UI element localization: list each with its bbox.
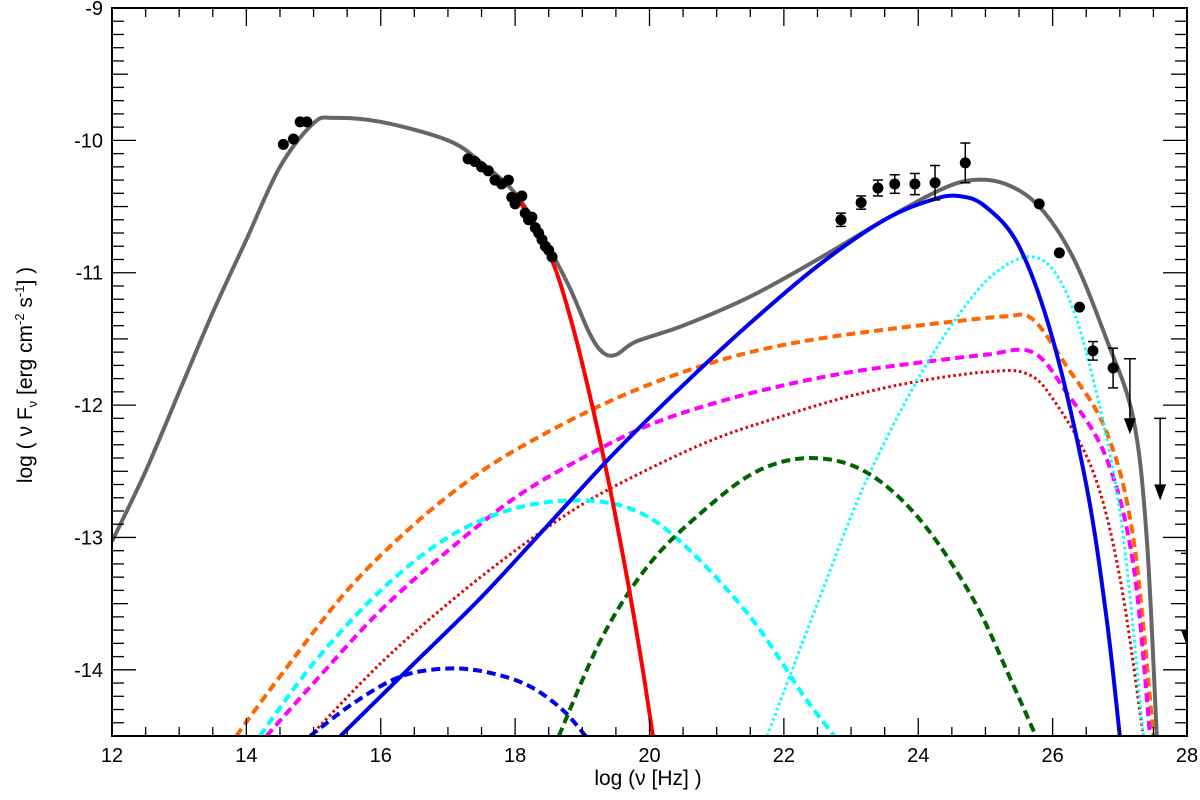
data-point [855,197,867,209]
data-point [835,214,847,226]
x-tick-label: 22 [773,745,795,767]
series-9-line [308,666,588,736]
data-point [277,138,289,150]
y-axis-title-suffix: ] ) [14,267,37,286]
data-point [516,190,528,202]
y-tick-label: -10 [74,130,103,152]
data-point [872,182,884,194]
data-point [526,211,538,223]
y-axis-title-prefix: log ( ν F [14,407,37,483]
upper-limit-arrow [1181,629,1187,646]
y-axis-title-sup-b: -1 [12,285,27,297]
upper-limit-arrow [1123,418,1136,435]
series-8-line [765,255,1145,736]
data-point [287,133,299,145]
data-point [1033,198,1045,210]
series-3-line [339,193,1122,736]
tick-labels: 12 14 16 18 20 22 24 26 28 -14 -13 -12 -11 -10 -9 [74,0,1198,767]
data-point [301,116,313,128]
y-tick-label: -12 [74,395,103,417]
data-point [929,177,941,189]
y-tick-label: -11 [76,263,103,285]
data-point [959,157,971,169]
y-axis-title: log ( ν Fν [erg cm-2 s-1] ) [12,267,40,483]
x-tick-label: 28 [1176,745,1198,767]
y-axis-title-sub: ν [25,401,40,408]
series-1-line [112,115,1159,736]
y-axis-title-sup-a: -2 [12,313,27,325]
series-7-line [258,498,836,736]
upper-limit-arrow [1154,484,1167,501]
data-point [1053,247,1065,259]
series-10-line [556,456,1038,736]
series-5-line [265,347,1153,736]
series-2-line [513,192,655,736]
plot-marks [112,115,1187,736]
x-tick-label: 26 [1042,745,1064,767]
x-tick-label: 20 [638,745,660,767]
data-point [546,251,558,263]
axis-ticks [111,7,1188,737]
data-point [909,178,921,190]
data-point [889,178,901,190]
y-axis-title-unit-a: [erg cm [14,325,37,401]
x-tick-label: 24 [907,745,929,767]
data-point [1087,345,1099,357]
x-tick-label: 18 [504,745,526,767]
y-tick-label: -13 [74,527,103,549]
y-tick-label: -14 [74,660,103,682]
x-tick-label: 14 [235,745,257,767]
y-axis-title-unit-b: s [14,297,37,313]
x-axis-title: log (ν [Hz] ) [594,767,701,790]
series-4-line [234,312,1156,736]
data-point [502,174,514,186]
x-tick-label: 12 [101,745,123,767]
data-point [1074,301,1085,313]
data-point [509,198,521,210]
data-point [482,165,494,177]
x-tick-label: 16 [370,745,392,767]
y-tick-label: -9 [85,0,103,20]
data-point [1107,362,1119,374]
